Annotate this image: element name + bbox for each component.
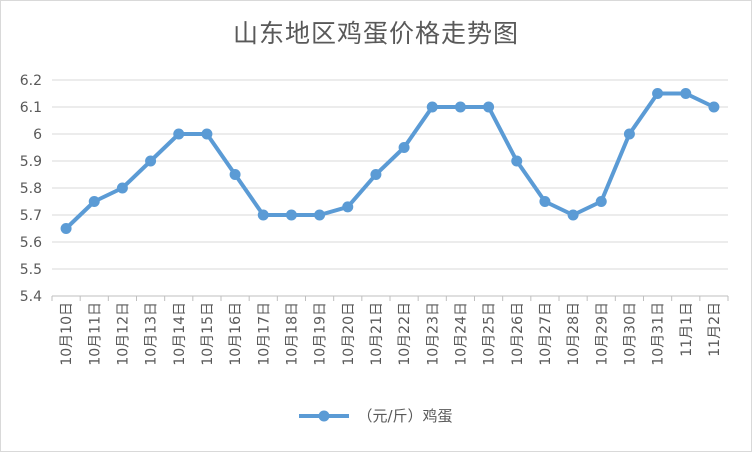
y-tick-label: 5.4 — [20, 289, 42, 305]
data-point — [88, 196, 100, 207]
data-point — [145, 155, 157, 167]
data-point — [483, 101, 495, 113]
y-tick-label: 5.9 — [20, 154, 42, 170]
x-tick-label: 10月15日 — [200, 302, 216, 366]
x-tick-label: 10月20日 — [341, 302, 357, 366]
x-tick-label: 10月11日 — [87, 302, 103, 366]
x-tick-label: 10月24日 — [453, 302, 469, 366]
data-point — [116, 182, 128, 194]
data-point — [257, 209, 269, 221]
chart-title: 山东地区鸡蛋价格走势图 — [232, 19, 519, 48]
line-chart: 5.45.55.65.75.85.966.16.2 10月10日 10月11日 10… — [20, 73, 729, 366]
x-tick-label: 11月2日 — [707, 302, 723, 357]
data-point — [201, 128, 213, 140]
data-point — [652, 88, 664, 99]
data-point — [370, 169, 382, 180]
data-point — [454, 101, 466, 113]
data-point — [567, 209, 579, 221]
x-tick-label: 10月25日 — [482, 302, 498, 366]
x-tick-label: 10月23日 — [425, 302, 441, 366]
data-point — [229, 169, 241, 180]
y-tick-label: 5.5 — [20, 262, 42, 278]
x-tick-label: 10月31日 — [651, 302, 667, 366]
y-tick-label: 6.1 — [20, 100, 42, 116]
series-line — [64, 91, 715, 230]
x-tick-label: 10月14日 — [172, 302, 188, 366]
x-tick-label: 10月10日 — [59, 302, 75, 366]
x-tick-label: 10月17日 — [256, 302, 272, 366]
y-axis: 5.4 5.5 5.6 5.7 5.8 5.9 6 6.1 6.2 — [20, 73, 42, 305]
y-tick-label: 6.2 — [20, 73, 42, 89]
y-tick-label: 5.7 — [20, 208, 42, 224]
data-point — [623, 128, 635, 140]
legend-marker — [299, 410, 350, 421]
x-tick-label: 10月29日 — [594, 302, 610, 366]
data-point — [314, 209, 326, 221]
data-point — [342, 201, 354, 213]
data-point — [539, 196, 551, 207]
x-tick-label: 10月16日 — [228, 302, 244, 366]
data-point — [60, 223, 72, 234]
gridlines — [52, 79, 728, 297]
data-point — [173, 128, 185, 140]
x-tick-label: 10月30日 — [622, 302, 638, 366]
data-point — [595, 196, 607, 207]
x-tick-label: 10月13日 — [144, 302, 160, 366]
x-axis: 10月10日 10月11日 10月12日 10月13日 10月14日 10月15日 10月1… — [51, 296, 729, 366]
data-point — [426, 101, 438, 113]
y-tick-label: 6 — [33, 127, 42, 143]
y-tick-label: 5.8 — [20, 181, 42, 197]
x-tick-label: 10月28日 — [566, 302, 582, 366]
data-point — [511, 155, 523, 167]
x-tick-label: 10月12日 — [115, 302, 131, 366]
series-group — [60, 88, 720, 234]
legend-label: （元/斤）鸡蛋 — [357, 407, 453, 425]
x-tick-label: 10月26日 — [510, 302, 526, 366]
x-tick-label: 10月18日 — [284, 302, 300, 366]
x-tick-label: 10月27日 — [538, 302, 554, 366]
y-tick-label: 5.6 — [20, 235, 42, 251]
x-tick-label: 11月1日 — [679, 302, 695, 357]
data-point — [708, 101, 720, 113]
data-point — [285, 209, 297, 221]
legend: （元/斤）鸡蛋 — [0, 405, 752, 426]
data-point — [398, 142, 410, 153]
x-tick-label: 10月22日 — [397, 302, 413, 366]
x-tick-label: 10月19日 — [313, 302, 329, 366]
x-tick-label: 10月21日 — [369, 302, 385, 366]
data-point — [680, 88, 692, 99]
